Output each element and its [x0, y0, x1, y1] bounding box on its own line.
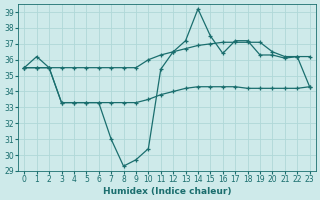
X-axis label: Humidex (Indice chaleur): Humidex (Indice chaleur)	[103, 187, 231, 196]
